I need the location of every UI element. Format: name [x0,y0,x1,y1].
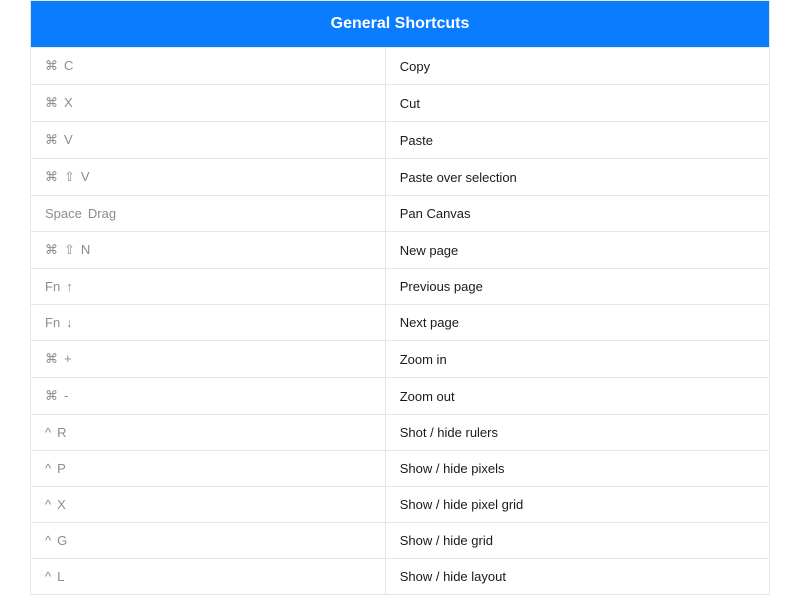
shortcut-keys: ⌘+ [31,341,386,378]
key: ⌘ [45,132,58,148]
shortcut-keys: ⌘ ⇧ N [31,232,386,269]
shortcut-description: Paste over selection [385,159,769,196]
shortcut-keys: ⌘- [31,378,386,415]
key: ^ [45,461,51,476]
table-row: ⌘ ⇧ N New page [31,232,770,269]
key: P [57,461,66,476]
table-row: ⌘+Zoom in [31,341,770,378]
table-row: ⌘ ⇧ V Paste over selection [31,159,770,196]
key: Space [45,206,82,221]
shortcut-keys: Fn ↓ [31,305,386,341]
table-row: ^PShow / hide pixels [31,451,770,487]
key: ⌘ [45,169,58,185]
shortcut-keys: ⌘ ⇧ V [31,159,386,196]
shortcut-keys: ⌘X [31,85,386,122]
table-row: Fn ↑ Previous page [31,269,770,305]
table-row: ⌘VPaste [31,122,770,159]
key: - [64,388,68,403]
shortcut-keys: ^G [31,523,386,559]
key: ⌘ [45,58,58,74]
key: N [81,242,90,257]
shortcut-description: Cut [385,85,769,122]
shortcut-description: New page [385,232,769,269]
key: ^ [45,497,51,512]
shortcut-description: Paste [385,122,769,159]
key: ⌘ [45,388,58,404]
table-row: ^GShow / hide grid [31,523,770,559]
table-header-row: General Shortcuts [31,1,770,48]
table-row: ⌘XCut [31,85,770,122]
key: + [64,351,72,366]
shortcut-description: Pan Canvas [385,196,769,232]
table-title: General Shortcuts [31,1,770,48]
shortcut-description: Previous page [385,269,769,305]
shortcut-keys: ^X [31,487,386,523]
shortcut-description: Show / hide grid [385,523,769,559]
shortcut-keys: ^L [31,559,386,595]
shortcut-description: Zoom out [385,378,769,415]
table-row: ^LShow / hide layout [31,559,770,595]
key: ↓ [66,315,73,330]
key: L [57,569,64,584]
key: C [64,58,73,73]
shortcuts-table: General Shortcuts ⌘CCopy⌘XCut⌘VPaste⌘⇧VP… [30,0,770,595]
key: ^ [45,425,51,440]
table-row: Space Drag Pan Canvas [31,196,770,232]
shortcut-keys: ^P [31,451,386,487]
key: Drag [88,206,116,221]
key: ⇧ [64,169,75,185]
shortcut-description: Show / hide layout [385,559,769,595]
key: ⌘ [45,242,58,258]
shortcut-keys: Fn ↑ [31,269,386,305]
key: ^ [45,569,51,584]
key: ↑ [66,279,73,294]
key: X [64,95,73,110]
key: G [57,533,67,548]
key: V [64,132,73,147]
key: Fn [45,279,60,294]
table-row: ⌘CCopy [31,48,770,85]
key: V [81,169,90,184]
key: ^ [45,533,51,548]
shortcut-description: Show / hide pixels [385,451,769,487]
shortcut-description: Shot / hide rulers [385,415,769,451]
table-row: ^RShot / hide rulers [31,415,770,451]
shortcut-description: Next page [385,305,769,341]
shortcut-description: Zoom in [385,341,769,378]
shortcut-keys: ^R [31,415,386,451]
table-row: Fn ↓ Next page [31,305,770,341]
key: ⇧ [64,242,75,258]
key: ⌘ [45,351,58,367]
shortcut-keys: ⌘C [31,48,386,85]
key: Fn [45,315,60,330]
shortcut-description: Show / hide pixel grid [385,487,769,523]
key: X [57,497,66,512]
shortcut-keys: Space Drag [31,196,386,232]
shortcut-description: Copy [385,48,769,85]
key: ⌘ [45,95,58,111]
table-row: ^XShow / hide pixel grid [31,487,770,523]
table-row: ⌘-Zoom out [31,378,770,415]
shortcut-keys: ⌘V [31,122,386,159]
key: R [57,425,66,440]
